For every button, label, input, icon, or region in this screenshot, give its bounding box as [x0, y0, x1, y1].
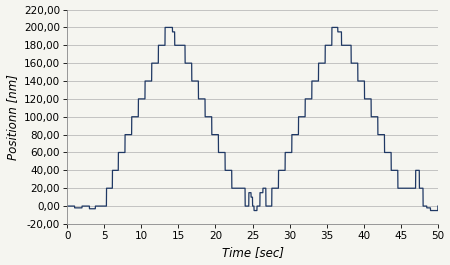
X-axis label: Time [sec]: Time [sec] — [221, 246, 284, 259]
Y-axis label: Positionn [nm]: Positionn [nm] — [5, 74, 18, 160]
